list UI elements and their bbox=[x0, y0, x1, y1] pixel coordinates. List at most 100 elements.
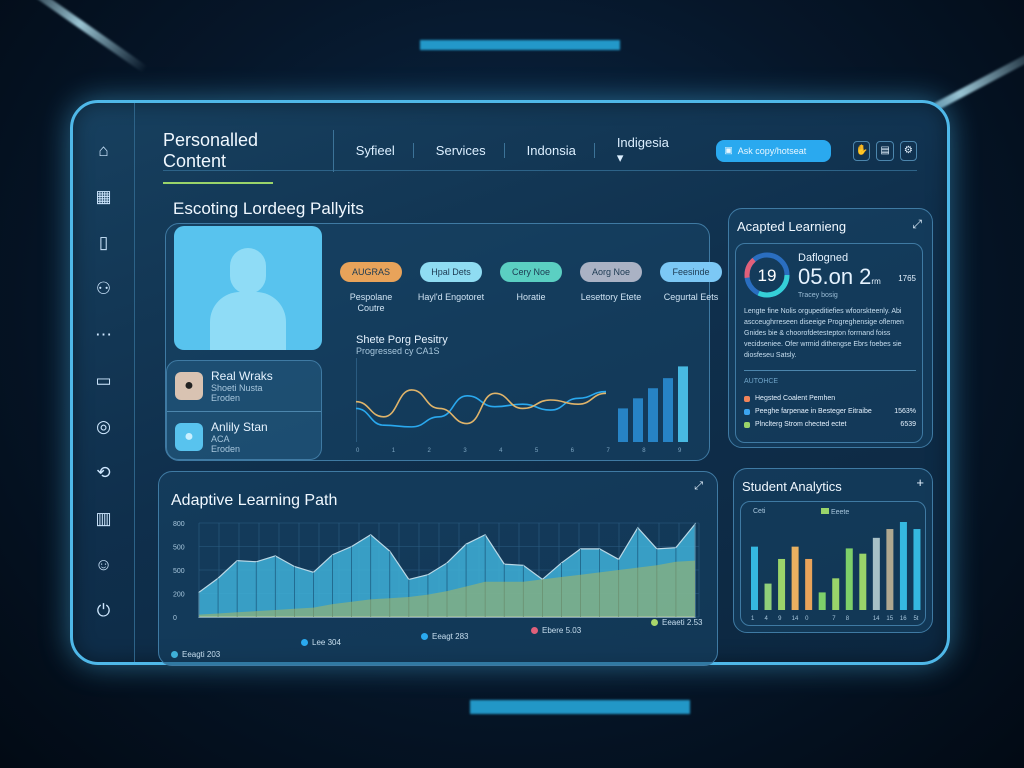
x-tick-label: 5 bbox=[535, 448, 539, 454]
x-tick-label: 9 bbox=[678, 448, 682, 454]
metric-label: Daflogned bbox=[798, 252, 849, 264]
more-icon[interactable]: ⋯ bbox=[95, 325, 112, 344]
bar bbox=[845, 548, 853, 610]
line-chart: 0 1 2 3 4 5 6 7 8 9 bbox=[356, 358, 688, 454]
card-title: Acapted Learnieng bbox=[737, 219, 847, 234]
x-tick-label: 3 bbox=[463, 448, 467, 454]
y-tick-label: 800 bbox=[173, 521, 185, 528]
avatar: ● bbox=[175, 422, 203, 451]
bar bbox=[751, 546, 758, 610]
expand-icon[interactable]: ⤢ bbox=[694, 480, 703, 492]
share-icon[interactable]: ⟲ bbox=[96, 463, 111, 482]
description: Lengte fine Nolis orgupeditiefies wfoors… bbox=[744, 308, 904, 359]
card-title: Adaptive Learning Path bbox=[171, 492, 338, 509]
x-tick-label: 4 bbox=[499, 448, 503, 454]
bar bbox=[886, 529, 894, 610]
bar bbox=[832, 578, 840, 610]
section-title: Escoting Lordeeg Pallyits bbox=[173, 199, 364, 218]
bar bbox=[764, 583, 772, 610]
x-tick-label: 0 bbox=[805, 616, 809, 622]
student-analytics-card: Student Analytics + Ceti Eeete 1 4 9 14 0 7 8 1… bbox=[733, 468, 933, 633]
bar bbox=[648, 388, 658, 442]
sidebar: ⌂ ▦ ▯ ⚇ ⋯ ▭ ◎ ⟲ ▥ ☺ ⏻ bbox=[73, 103, 135, 662]
y-tick-label: 500 bbox=[173, 568, 185, 575]
document-icon[interactable]: ▥ bbox=[95, 509, 112, 528]
inbox-icon[interactable]: ▭ bbox=[95, 371, 112, 390]
save-icon[interactable]: ▤ bbox=[876, 140, 894, 161]
x-tick-label: 9 bbox=[778, 616, 782, 622]
list-item[interactable]: Plnclterg Strom chected ectet 6539 bbox=[744, 418, 916, 431]
calendar-icon[interactable]: ▦ bbox=[95, 187, 112, 206]
legend-item: Lee 304 bbox=[301, 638, 341, 647]
legend-item: Eeagt 283 bbox=[421, 632, 468, 641]
add-icon[interactable]: + bbox=[916, 475, 924, 490]
tag-item[interactable]: Aorg Noe Lesettory Etete bbox=[576, 262, 646, 314]
card-title: Student Analytics bbox=[742, 479, 842, 494]
x-tick-label: 4 bbox=[765, 616, 769, 622]
ring-value: 19 bbox=[758, 266, 777, 285]
x-tick-label: 8 bbox=[846, 616, 850, 622]
list-item[interactable]: Peeghe farpenae in Besteger Eitraibe 1563… bbox=[744, 405, 916, 418]
book-icon[interactable]: ▯ bbox=[98, 233, 109, 252]
y-tick-label: 0 bbox=[173, 615, 177, 622]
x-tick-label: 14 bbox=[873, 616, 880, 622]
x-tick-label: 7 bbox=[606, 448, 610, 454]
nav-item[interactable]: Services bbox=[436, 143, 505, 158]
nav-item[interactable]: Syfieel bbox=[356, 143, 414, 158]
bar bbox=[859, 553, 867, 610]
tag-item[interactable]: Cery Noe Horatie bbox=[496, 262, 566, 314]
x-tick-label: 1 bbox=[751, 616, 755, 622]
user-item[interactable]: ● Anlily Stan ACA Eroden bbox=[167, 411, 321, 461]
x-tick-label: 8 bbox=[642, 448, 646, 454]
adaptive-learning-path-card: Adaptive Learning Path ⤢ 0 200 500 500 800 E… bbox=[158, 471, 718, 666]
x-tick-label: 5t bbox=[913, 616, 918, 622]
x-tick-label: 16 bbox=[900, 616, 907, 622]
x-tick-label: 6 bbox=[571, 448, 575, 454]
user-item[interactable]: ● Real Wraks Shoeti Nusta Eroden bbox=[167, 361, 321, 411]
home-icon[interactable]: ⌂ bbox=[98, 141, 109, 160]
expand-icon[interactable]: ⤢ bbox=[912, 217, 922, 231]
bar bbox=[618, 408, 628, 442]
y-tick-label: 500 bbox=[173, 545, 185, 552]
area-chart: 0 200 500 500 800 bbox=[173, 521, 700, 622]
dashboard-panel: ⌂ ▦ ▯ ⚇ ⋯ ▭ ◎ ⟲ ▥ ☺ ⏻ Personalled Content Syfieel … bbox=[70, 100, 950, 666]
bar bbox=[778, 558, 786, 610]
bar bbox=[678, 366, 688, 442]
x-tick-label: 7 bbox=[832, 616, 836, 622]
legend-item: Ebere 5.03 bbox=[531, 626, 581, 635]
settings-icon[interactable]: ⚙ bbox=[899, 140, 917, 161]
legend-item: Eeete bbox=[821, 508, 849, 516]
search-input[interactable]: ▣ Ask copy/hotseat bbox=[716, 139, 832, 162]
bar bbox=[663, 378, 673, 442]
bar bbox=[899, 522, 907, 610]
profile-card: AUGRAS Pespolane Coutre Hpal Dets Hayl'd En… bbox=[165, 223, 722, 461]
user-icon[interactable]: ☺ bbox=[94, 555, 113, 574]
profile-image bbox=[174, 226, 322, 350]
bar bbox=[913, 529, 921, 610]
nav-item[interactable]: Indonsia bbox=[527, 143, 595, 158]
legend-item: Eeagti 203 bbox=[171, 650, 220, 659]
hand-icon[interactable]: ✋ bbox=[853, 140, 871, 161]
avatar: ● bbox=[175, 372, 203, 400]
tag-item[interactable]: AUGRAS Pespolane Coutre bbox=[336, 262, 406, 314]
y-tick-label: 200 bbox=[173, 592, 185, 599]
tag-item[interactable]: Feesinde Cegurtal Eets bbox=[656, 262, 726, 314]
bar bbox=[818, 592, 826, 610]
line-chart-title: Shete Porg Pesitry Progressed cy CA1S bbox=[356, 334, 448, 356]
search-icon: ▣ bbox=[724, 145, 733, 155]
bar bbox=[872, 537, 880, 610]
header: Personalled Content Syfieel Services Ind… bbox=[163, 129, 917, 184]
target-icon[interactable]: ◎ bbox=[96, 417, 111, 436]
nav-dropdown[interactable]: Indigesia ▾ bbox=[616, 135, 669, 165]
list-item[interactable]: Hegsted Coalent Pemhen bbox=[744, 392, 916, 405]
bar bbox=[805, 558, 813, 610]
users-icon[interactable]: ⚇ bbox=[95, 279, 112, 298]
legend-item: Ceti bbox=[753, 508, 766, 515]
x-tick-label: 1 bbox=[392, 448, 396, 454]
bar bbox=[791, 546, 799, 610]
adapted-learning-card: Acapted Learnieng ⤢ 19 Daflogned 05.on 2… bbox=[728, 208, 933, 448]
power-icon[interactable]: ⏻ bbox=[96, 601, 111, 620]
tag-item[interactable]: Hpal Dets Hayl'd Engotoret bbox=[416, 262, 486, 314]
x-tick-label: 15 bbox=[886, 616, 893, 622]
line-series bbox=[356, 390, 607, 428]
